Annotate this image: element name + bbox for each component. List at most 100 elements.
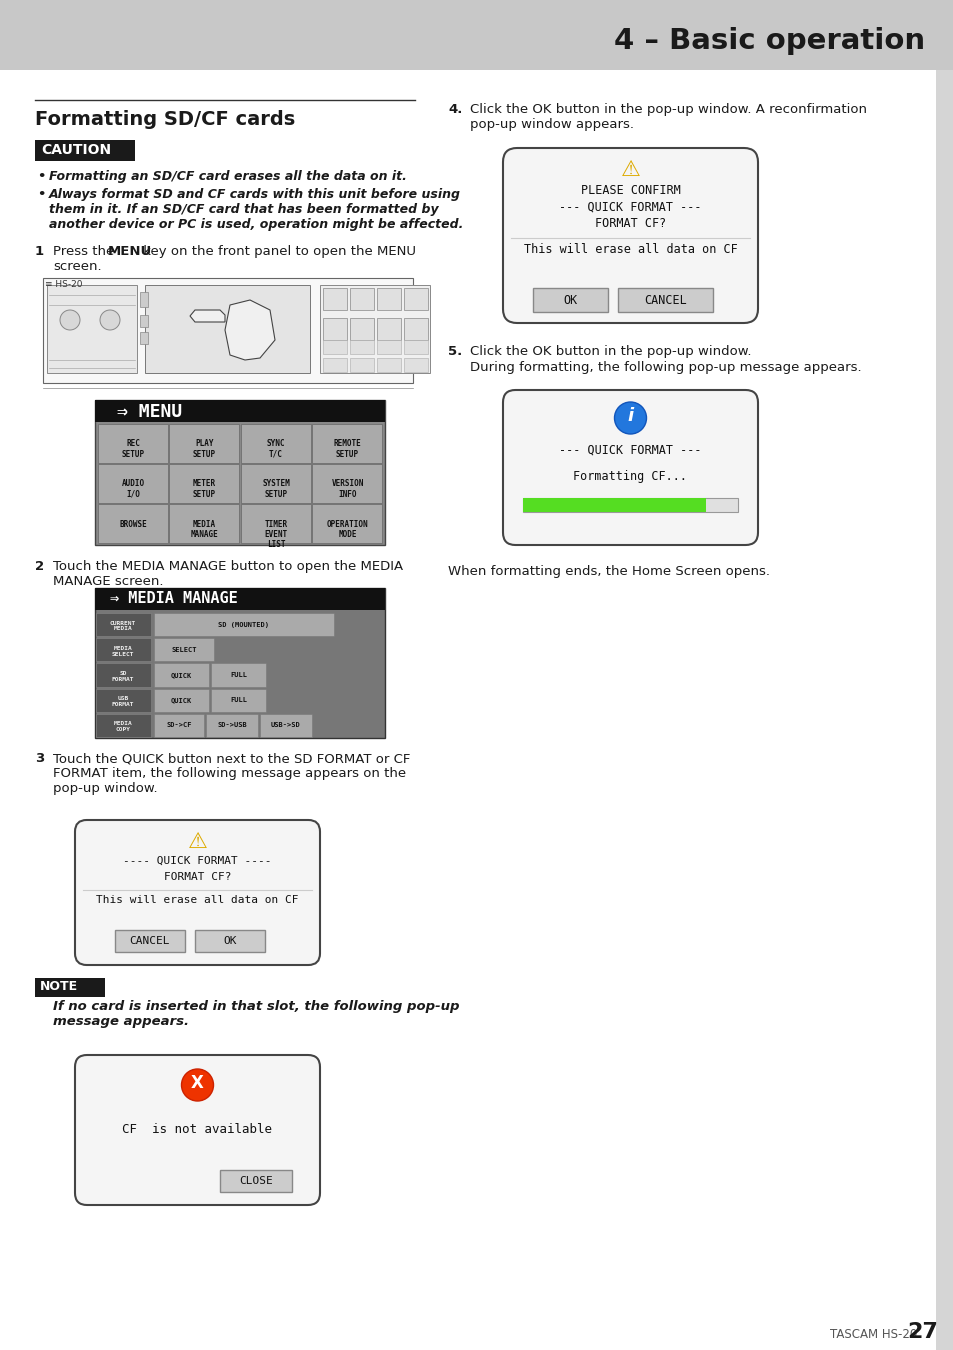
Bar bbox=[350, 288, 374, 311]
Text: QUICK: QUICK bbox=[171, 697, 192, 703]
Text: FULL: FULL bbox=[230, 697, 247, 703]
Text: OK: OK bbox=[223, 936, 236, 946]
Text: Press the: Press the bbox=[53, 244, 118, 258]
Bar bbox=[313, 505, 382, 543]
Bar bbox=[96, 663, 151, 687]
Text: --- QUICK FORMAT ---: --- QUICK FORMAT --- bbox=[558, 201, 701, 215]
Bar bbox=[935, 70, 953, 1350]
Text: During formatting, the following pop-up message appears.: During formatting, the following pop-up … bbox=[470, 360, 861, 374]
Text: TASCAM HS-20: TASCAM HS-20 bbox=[829, 1328, 916, 1341]
Text: CAUTION: CAUTION bbox=[41, 143, 111, 157]
Bar bbox=[170, 505, 239, 543]
Bar bbox=[98, 424, 168, 463]
Bar bbox=[95, 589, 385, 738]
Text: REMOTE
SETUP: REMOTE SETUP bbox=[334, 439, 361, 459]
Text: Formatting CF...: Formatting CF... bbox=[573, 470, 687, 483]
Circle shape bbox=[100, 310, 120, 329]
Bar bbox=[140, 332, 148, 344]
Bar bbox=[313, 464, 382, 502]
Text: SYSTEM
SETUP: SYSTEM SETUP bbox=[262, 479, 290, 500]
Text: FORMAT CF?: FORMAT CF? bbox=[595, 217, 665, 230]
Bar bbox=[350, 358, 374, 373]
Bar bbox=[96, 613, 151, 636]
Text: 5.: 5. bbox=[448, 346, 462, 358]
Bar bbox=[241, 464, 311, 502]
Bar bbox=[35, 977, 105, 998]
FancyBboxPatch shape bbox=[75, 819, 319, 965]
Bar bbox=[618, 288, 712, 312]
Text: screen.: screen. bbox=[53, 261, 102, 273]
Text: 2: 2 bbox=[35, 560, 44, 572]
Bar bbox=[376, 319, 400, 340]
Text: OPERATION
MODE: OPERATION MODE bbox=[326, 520, 368, 539]
Bar bbox=[35, 140, 135, 161]
Bar bbox=[96, 688, 151, 711]
Text: QUICK: QUICK bbox=[171, 672, 192, 678]
Bar bbox=[376, 358, 400, 373]
Text: SD
FORMAT: SD FORMAT bbox=[112, 671, 134, 682]
Bar bbox=[96, 639, 151, 662]
Text: FORMAT CF?: FORMAT CF? bbox=[164, 872, 231, 882]
Text: REC
SETUP: REC SETUP bbox=[121, 439, 145, 459]
Text: SD->CF: SD->CF bbox=[166, 722, 192, 729]
Text: Always format SD and CF cards with this unit before using
them in it. If an SD/C: Always format SD and CF cards with this … bbox=[49, 188, 463, 231]
Bar bbox=[194, 930, 265, 952]
Bar bbox=[323, 340, 347, 354]
Bar bbox=[115, 930, 185, 952]
Bar bbox=[96, 714, 151, 737]
FancyBboxPatch shape bbox=[502, 390, 758, 545]
Text: ⇒ MENU: ⇒ MENU bbox=[117, 404, 182, 421]
Bar bbox=[376, 288, 400, 311]
Text: This will erase all data on CF: This will erase all data on CF bbox=[96, 895, 298, 905]
Bar bbox=[403, 340, 428, 354]
Bar bbox=[47, 285, 137, 373]
Text: This will erase all data on CF: This will erase all data on CF bbox=[523, 243, 737, 256]
Text: USB
FORMAT: USB FORMAT bbox=[112, 697, 134, 707]
Text: VERSION
INFO: VERSION INFO bbox=[331, 479, 363, 500]
Bar bbox=[350, 340, 374, 354]
Bar bbox=[153, 663, 209, 687]
Text: key on the front panel to open the MENU: key on the front panel to open the MENU bbox=[139, 244, 416, 258]
Text: CLOSE: CLOSE bbox=[239, 1176, 273, 1187]
Text: ≡ HS-20: ≡ HS-20 bbox=[45, 279, 82, 289]
Text: •: • bbox=[37, 188, 46, 201]
Bar bbox=[98, 464, 168, 502]
Text: USB->SD: USB->SD bbox=[271, 722, 300, 729]
Text: METER
SETUP: METER SETUP bbox=[193, 479, 215, 500]
Text: X: X bbox=[191, 1075, 204, 1092]
Bar bbox=[153, 613, 334, 636]
Bar bbox=[313, 424, 382, 463]
Text: OK: OK bbox=[563, 293, 578, 306]
Bar bbox=[140, 315, 148, 327]
Bar bbox=[323, 288, 347, 311]
Text: NOTE: NOTE bbox=[40, 980, 78, 994]
Bar bbox=[323, 358, 347, 373]
Bar bbox=[376, 340, 400, 354]
Text: Formatting an SD/CF card erases all the data on it.: Formatting an SD/CF card erases all the … bbox=[49, 170, 406, 184]
Text: SYNC
T/C: SYNC T/C bbox=[267, 439, 285, 459]
Text: ⚠: ⚠ bbox=[619, 161, 639, 180]
Text: i: i bbox=[627, 406, 633, 425]
Bar bbox=[241, 505, 311, 543]
Bar bbox=[206, 714, 257, 737]
Circle shape bbox=[181, 1069, 213, 1102]
Text: When formatting ends, the Home Screen opens.: When formatting ends, the Home Screen op… bbox=[448, 566, 769, 578]
Text: SELECT: SELECT bbox=[172, 647, 196, 653]
Text: FULL: FULL bbox=[230, 672, 247, 678]
Bar bbox=[153, 639, 213, 662]
Text: ⚠: ⚠ bbox=[188, 832, 208, 852]
Bar bbox=[319, 285, 430, 373]
Bar bbox=[403, 358, 428, 373]
Text: MEDIA
COPY: MEDIA COPY bbox=[113, 721, 132, 732]
Bar bbox=[533, 288, 607, 312]
Text: TIMER
EVENT
LIST: TIMER EVENT LIST bbox=[264, 520, 287, 549]
Text: ---- QUICK FORMAT ----: ---- QUICK FORMAT ---- bbox=[123, 856, 272, 865]
Text: Formatting SD/CF cards: Formatting SD/CF cards bbox=[35, 109, 294, 130]
Circle shape bbox=[60, 310, 80, 329]
Bar bbox=[153, 714, 204, 737]
Bar bbox=[140, 292, 148, 306]
Polygon shape bbox=[225, 300, 274, 360]
Text: 3: 3 bbox=[35, 752, 44, 765]
Text: Touch the QUICK button next to the SD FORMAT or CF
FORMAT item, the following me: Touch the QUICK button next to the SD FO… bbox=[53, 752, 410, 795]
Bar bbox=[43, 278, 413, 383]
